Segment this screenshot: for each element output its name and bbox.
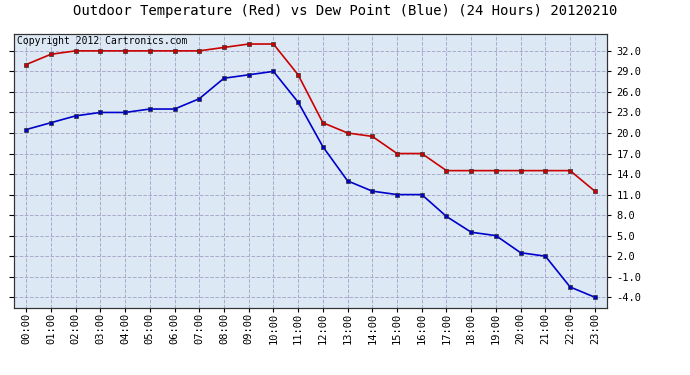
Text: Copyright 2012 Cartronics.com: Copyright 2012 Cartronics.com <box>17 36 187 46</box>
Text: Outdoor Temperature (Red) vs Dew Point (Blue) (24 Hours) 20120210: Outdoor Temperature (Red) vs Dew Point (… <box>73 4 617 18</box>
